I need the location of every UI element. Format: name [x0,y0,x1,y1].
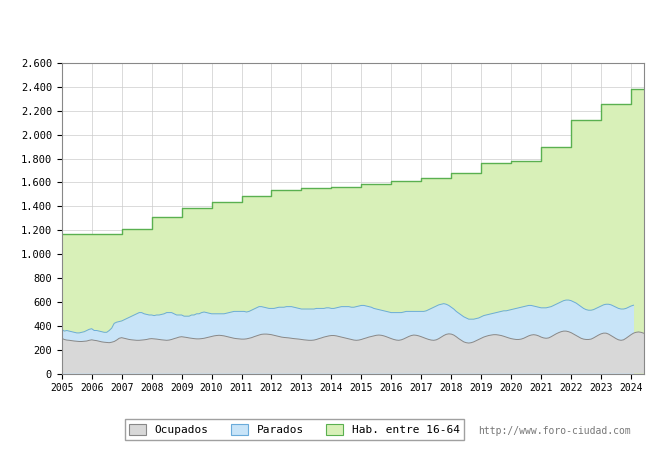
Text: Villanueva del Río Segura - Evolucion de la poblacion en edad de Trabajar Mayo d: Villanueva del Río Segura - Evolucion de… [0,21,650,33]
Text: http://www.foro-ciudad.com: http://www.foro-ciudad.com [478,427,630,436]
Legend: Ocupados, Parados, Hab. entre 16-64: Ocupados, Parados, Hab. entre 16-64 [125,419,464,440]
